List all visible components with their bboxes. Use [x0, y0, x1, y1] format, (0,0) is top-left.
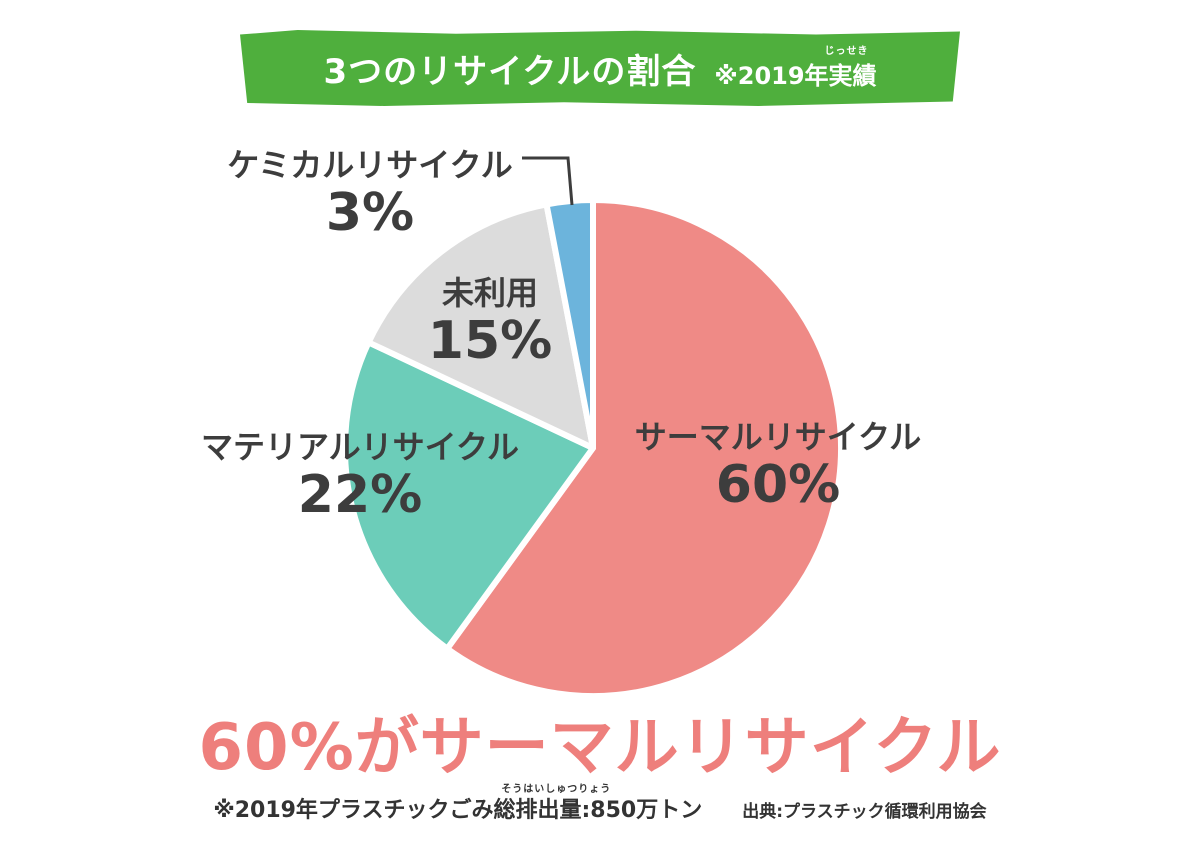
chemical-leader-line — [522, 156, 574, 206]
pie-slice-thermal — [444, 197, 844, 699]
title-bar: 3つのリサイクルの割合 じっせき ※2019年実績 — [240, 30, 960, 106]
slice-value-thermal: 60% — [715, 455, 841, 515]
chart-title: 3つのリサイクルの割合 — [323, 51, 697, 92]
title-note: ※2019年実績 — [714, 61, 877, 90]
slice-name-material: マテリアルリサイクル — [200, 428, 520, 466]
slice-value-material: 22% — [297, 465, 423, 525]
footnote-group: そうはいしゅつりょう ※2019年プラスチックごみ総排出量:850万トン — [213, 784, 703, 824]
pie-slice-chemical — [543, 197, 596, 451]
footnote-ruby: そうはいしゅつりょう — [501, 784, 612, 795]
slice-label-material: マテリアルリサイクル 22% — [185, 422, 535, 523]
slice-name-unused: 未利用 — [441, 274, 538, 312]
slice-label-unused: 未利用 15% — [415, 268, 565, 369]
slice-name-chemical: ケミカルリサイクル — [227, 146, 513, 184]
slice-label-chemical: ケミカルリサイクル 3% — [215, 140, 525, 241]
footnote: ※2019年プラスチックごみ総排出量:850万トン — [213, 798, 703, 823]
slice-value-chemical: 3% — [325, 183, 415, 243]
slice-name-thermal: サーマルリサイクル — [634, 418, 922, 456]
slice-label-thermal: サーマルリサイクル 60% — [608, 412, 948, 513]
pie-slice-unused — [365, 201, 596, 451]
slice-value-unused: 15% — [427, 311, 553, 371]
title-note-ruby: じっせき — [824, 45, 869, 57]
title-banner — [240, 30, 960, 106]
pie-slices — [342, 197, 844, 699]
title-note-group: じっせき ※2019年実績 — [714, 46, 876, 91]
headline: 60%がサーマルリサイクル — [198, 711, 1002, 785]
source-credit: 出典:プラスチック循環利用協会 — [742, 802, 987, 822]
footnote-row: そうはいしゅつりょう ※2019年プラスチックごみ総排出量:850万トン 出典:… — [0, 784, 1200, 824]
